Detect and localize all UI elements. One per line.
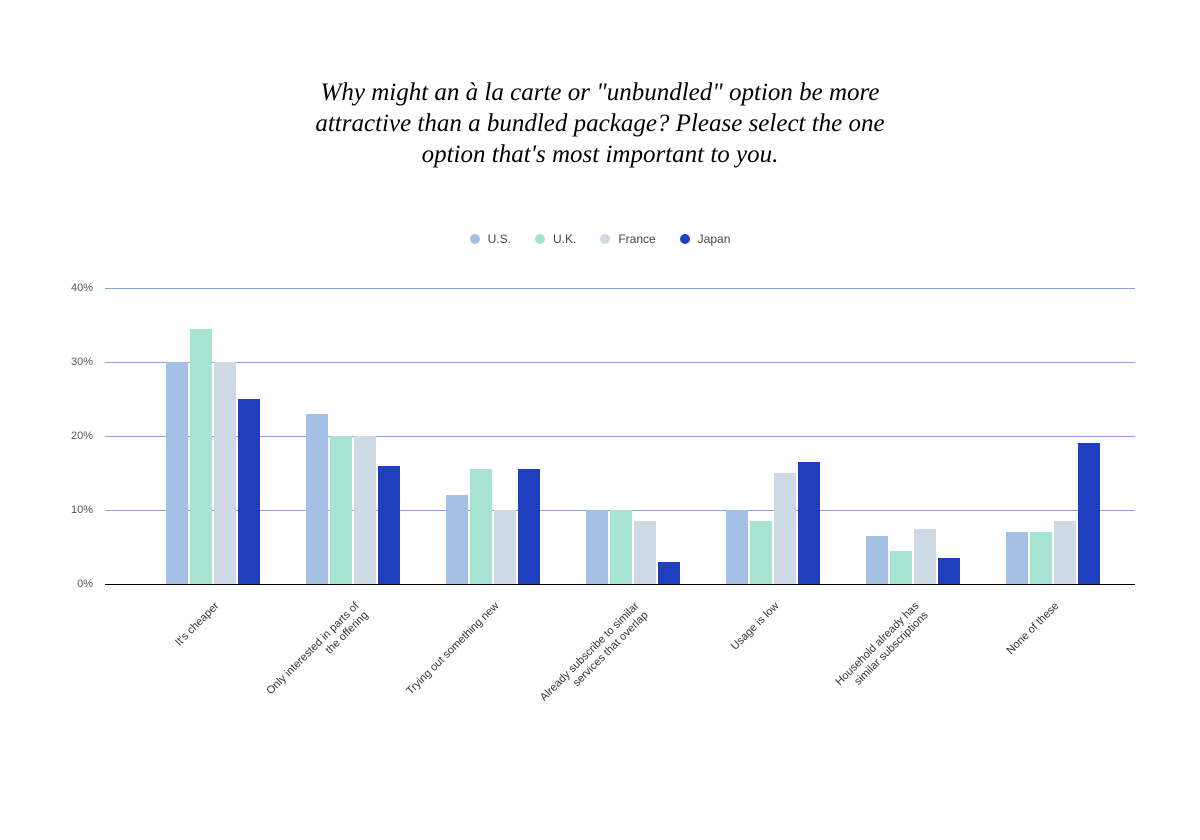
bar [378, 466, 400, 584]
bar [890, 551, 912, 584]
bar [1078, 443, 1100, 584]
bar [798, 462, 820, 584]
bar [238, 399, 260, 584]
legend: U.S. U.K. France Japan [0, 232, 1200, 247]
bar [726, 510, 748, 584]
legend-item: France [600, 232, 655, 246]
y-tick-label: 20% [71, 430, 93, 442]
bar [750, 521, 772, 584]
bar [866, 536, 888, 584]
chart-title: Why might an à la carte or "unbundled" o… [0, 77, 1200, 171]
y-tick-label: 0% [77, 578, 93, 590]
legend-label: Japan [698, 232, 731, 246]
x-tick-label: Usage is low [632, 600, 783, 751]
legend-swatch [470, 234, 480, 244]
category-group [725, 288, 821, 584]
bar [166, 362, 188, 584]
bar [1054, 521, 1076, 584]
category-group [585, 288, 681, 584]
category-group [165, 288, 261, 584]
chart-container: { "chart": { "type": "bar", "title": "Wh… [0, 0, 1200, 840]
x-tick-label: Household already has similar subscripti… [772, 600, 932, 760]
bar [190, 329, 212, 584]
x-tick-label: It's cheaper [72, 600, 223, 751]
plot-area: 0%10%20%30%40%It's cheaperOnly intereste… [105, 288, 1135, 584]
legend-label: France [618, 232, 655, 246]
bar [1030, 532, 1052, 584]
y-tick-label: 40% [71, 282, 93, 294]
legend-swatch [680, 234, 690, 244]
legend-swatch [535, 234, 545, 244]
y-tick-label: 10% [71, 504, 93, 516]
bar [494, 510, 516, 584]
legend-swatch [600, 234, 610, 244]
bar [306, 414, 328, 584]
bar [586, 510, 608, 584]
gridline [105, 584, 1135, 585]
category-group [445, 288, 541, 584]
bar [634, 521, 656, 584]
bar [938, 558, 960, 584]
x-tick-label: None of these [912, 600, 1063, 751]
x-tick-label: Already subscribe to similar services th… [492, 600, 652, 760]
bar [658, 562, 680, 584]
bar [774, 473, 796, 584]
bar [330, 436, 352, 584]
bar [518, 469, 540, 584]
bar [354, 436, 376, 584]
bar [1006, 532, 1028, 584]
legend-item: Japan [680, 232, 731, 246]
bar [446, 495, 468, 584]
category-group [305, 288, 401, 584]
category-group [1005, 288, 1101, 584]
x-tick-label: Only interested in parts of the offering [212, 600, 372, 760]
legend-item: U.K. [535, 232, 576, 246]
legend-label: U.S. [488, 232, 511, 246]
x-tick-label: Trying out something new [352, 600, 503, 751]
bar [470, 469, 492, 584]
category-group [865, 288, 961, 584]
y-tick-label: 30% [71, 356, 93, 368]
legend-label: U.K. [553, 232, 576, 246]
bar [214, 362, 236, 584]
legend-item: U.S. [470, 232, 511, 246]
bar [610, 510, 632, 584]
bar [914, 529, 936, 585]
